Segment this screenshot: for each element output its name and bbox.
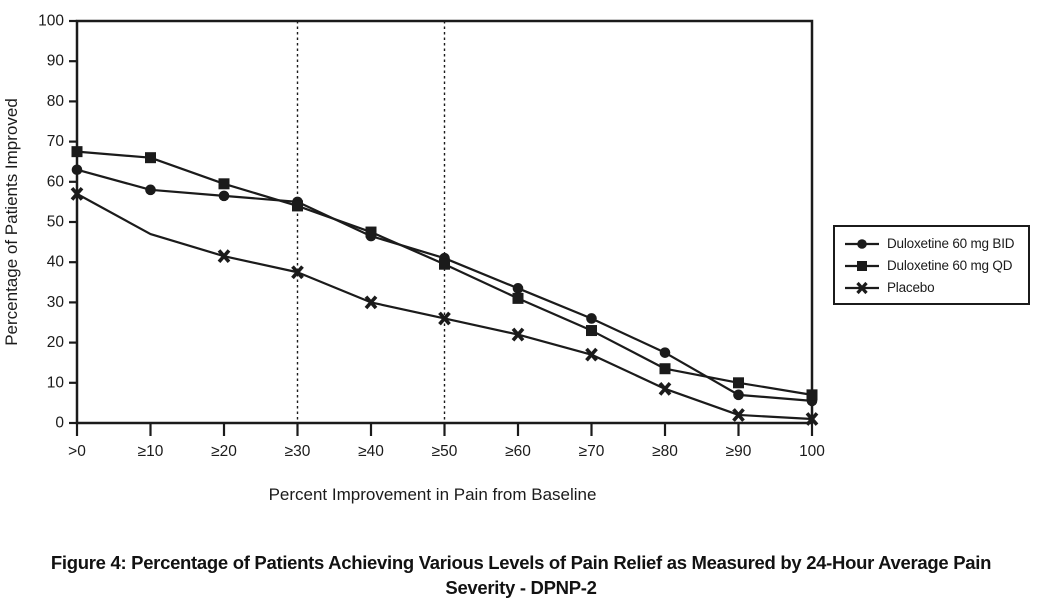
data-point-duloxetine-60-mg-qd: [659, 363, 671, 375]
chart-legend: Duloxetine 60 mg BID Duloxetine 60 mg QD P…: [833, 225, 1030, 305]
x-tick-label: ≥50: [432, 443, 458, 460]
legend-item-placebo: Placebo: [844, 278, 1020, 297]
y-tick-label: 80: [47, 93, 65, 110]
x-tick-label: ≥30: [285, 443, 311, 460]
data-point-duloxetine-60-mg-qd: [71, 146, 83, 158]
x-tick-label: ≥90: [726, 443, 752, 460]
data-point-duloxetine-60-mg-bid: [145, 184, 156, 196]
square-marker-icon: [845, 260, 879, 271]
data-point-duloxetine-60-mg-bid: [659, 347, 671, 358]
legend-item-duloxetine-60-mg-bid: Duloxetine 60 mg BID: [844, 234, 1020, 253]
data-point-placebo: [217, 249, 231, 264]
y-tick-label: 10: [47, 374, 65, 391]
circle-marker-icon: [845, 238, 879, 249]
data-point-duloxetine-60-mg-qd: [292, 200, 303, 212]
data-point-duloxetine-60-mg-qd: [733, 377, 744, 389]
x-tick-label: ≥40: [358, 443, 384, 460]
data-point-duloxetine-60-mg-qd: [145, 152, 156, 164]
data-point-duloxetine-60-mg-qd: [806, 389, 818, 401]
legend-label: Duloxetine 60 mg QD: [887, 258, 1013, 273]
x-tick-label: ≥60: [505, 443, 531, 460]
y-tick-label: 90: [47, 53, 65, 70]
data-point-duloxetine-60-mg-qd: [218, 178, 230, 190]
data-point-duloxetine-60-mg-bid: [733, 389, 744, 401]
y-axis-title: Percentage of Patients Improved: [2, 98, 21, 346]
data-point-duloxetine-60-mg-qd: [512, 292, 524, 304]
data-point-duloxetine-60-mg-qd: [365, 226, 377, 238]
y-tick-label: 60: [47, 173, 65, 190]
legend-label: Placebo: [887, 280, 935, 295]
data-point-placebo: [291, 265, 304, 280]
x-tick-label: ≥10: [138, 443, 164, 460]
y-tick-label: 30: [47, 294, 65, 311]
data-point-placebo: [732, 408, 745, 422]
y-tick-label: 100: [38, 13, 64, 30]
legend-label: Duloxetine 60 mg BID: [887, 236, 1015, 251]
y-tick-label: 70: [47, 133, 65, 150]
x-tick-label: 100: [799, 443, 825, 460]
x-tick-label: ≥80: [652, 443, 678, 460]
y-tick-label: 20: [47, 334, 65, 351]
figure-caption-line1: Figure 4: Percentage of Patients Achievi…: [50, 552, 992, 573]
x-tick-label: ≥20: [211, 443, 237, 460]
data-point-placebo: [511, 327, 525, 342]
data-point-duloxetine-60-mg-bid: [71, 164, 83, 176]
data-point-duloxetine-60-mg-bid: [512, 283, 524, 294]
figure-caption-line2: Severity - DPNP-2: [445, 576, 597, 598]
data-point-placebo: [585, 347, 598, 362]
y-tick-label: 0: [55, 415, 64, 432]
data-point-duloxetine-60-mg-bid: [218, 190, 230, 202]
y-tick-label: 40: [47, 254, 65, 271]
data-point-duloxetine-60-mg-qd: [586, 325, 597, 337]
x-tick-label: ≥70: [579, 443, 605, 460]
data-point-placebo: [70, 186, 84, 201]
x-axis-title: Percent Improvement in Pain from Baselin…: [269, 485, 597, 504]
figure-caption: Figure 4: Percentage of Patients Achievi…: [0, 551, 1042, 601]
x-tick-label: >0: [68, 443, 86, 460]
legend-item-duloxetine-60-mg-qd: Duloxetine 60 mg QD: [844, 256, 1020, 275]
data-point-duloxetine-60-mg-bid: [586, 313, 597, 324]
pain-relief-line-chart: 0 10 20 30 40 50 60 70 80 90 100 >0 ≥10 ≥20 ≥30 ≥40 ≥50 ≥…: [2, 13, 825, 505]
y-tick-label: 50: [47, 214, 65, 231]
x-marker-icon: [845, 281, 879, 294]
data-point-placebo: [438, 311, 451, 326]
data-point-placebo: [658, 381, 672, 396]
data-point-placebo: [364, 295, 378, 310]
data-point-duloxetine-60-mg-qd: [439, 258, 450, 270]
data-point-placebo: [805, 412, 819, 426]
